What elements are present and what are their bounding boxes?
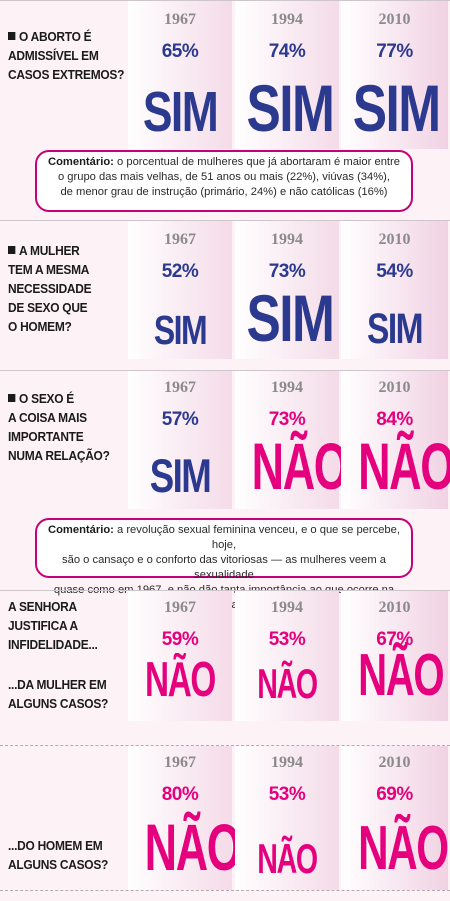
bullet-square-icon bbox=[8, 246, 16, 254]
percentage-label: 65% bbox=[161, 41, 199, 62]
answer-sim: SIM bbox=[352, 71, 441, 145]
year-label: 2010 bbox=[378, 11, 411, 28]
col-2010: 2010 67% NÃO bbox=[341, 591, 448, 721]
percentage-label: 77% bbox=[376, 41, 413, 62]
year-label: 1994 bbox=[271, 231, 303, 248]
percentage-label: 84% bbox=[376, 409, 413, 430]
question-text: O ABORTO É ADMISSÍVEL EM CASOS EXTREMOS? bbox=[8, 29, 125, 82]
col-2010: 2010 84% NÃO bbox=[341, 371, 450, 509]
row-infidelidade-mulher: 1967 59% NÃO 1994 53% NÃO 2010 67% NÃO A SENHO… bbox=[0, 590, 450, 721]
col-1994: 1994 53% NÃO bbox=[235, 591, 339, 721]
answer-sim: SIM bbox=[367, 305, 424, 353]
question-text: O SEXO É A COISA MAIS IMPORTANTE NUMA RE… bbox=[8, 391, 110, 463]
col-2010: 2010 69% NÃO bbox=[341, 746, 449, 890]
percentage-label: 57% bbox=[161, 409, 199, 430]
col-1967: 1967 65% SIM bbox=[128, 1, 232, 149]
col-2010: 2010 77% SIM bbox=[341, 1, 448, 149]
year-label: 2010 bbox=[378, 599, 411, 616]
year-label: 1994 bbox=[271, 11, 303, 28]
col-2010: 2010 54% SIM bbox=[341, 221, 448, 359]
comment-box: Comentário: a revolução sexual feminina … bbox=[35, 518, 413, 611]
col-1967: 1967 57% SIM bbox=[128, 371, 232, 509]
year-label: 1967 bbox=[164, 379, 196, 396]
year-label: 1967 bbox=[164, 599, 196, 616]
answer-nao: NÃO bbox=[251, 429, 349, 503]
question-text: ...DO HOMEM EM ALGUNS CASOS? bbox=[8, 838, 109, 872]
col-1967: 1967 80% NÃO bbox=[128, 746, 242, 890]
col-1967: 1967 59% NÃO bbox=[128, 591, 232, 721]
row-aborto: 1967 65% SIM 1994 74% SIM 2010 77% SIM O ABORT… bbox=[0, 0, 450, 149]
percentage-label: 52% bbox=[161, 261, 199, 282]
col-1994: 1994 73% NÃO bbox=[235, 371, 349, 509]
year-label: 2010 bbox=[378, 754, 411, 771]
percentage-label: 69% bbox=[376, 784, 413, 805]
year-label: 1994 bbox=[271, 754, 303, 771]
answer-sim: SIM bbox=[149, 449, 212, 502]
year-label: 1967 bbox=[164, 231, 196, 248]
answer-nao: NÃO bbox=[358, 429, 450, 503]
answer-nao: NÃO bbox=[144, 810, 242, 884]
answer-nao: NÃO bbox=[358, 814, 449, 883]
answer-sim: SIM bbox=[246, 281, 334, 355]
col-1967: 1967 52% SIM bbox=[128, 221, 232, 359]
percentage-label: 73% bbox=[268, 261, 306, 282]
bullet-square-icon bbox=[8, 32, 16, 40]
question-text: A SENHORA JUSTIFICA A INFIDELIDADE... bbox=[8, 599, 98, 652]
question-subtext: ...DA MULHER EM ALGUNS CASOS? bbox=[8, 677, 109, 711]
year-label: 2010 bbox=[378, 231, 411, 248]
year-label: 1967 bbox=[164, 754, 196, 771]
year-label: 2010 bbox=[378, 379, 411, 396]
comment-box: Comentário: o porcentual de mulheres que… bbox=[35, 150, 413, 212]
year-label: 1967 bbox=[164, 11, 196, 28]
percentage-label: 53% bbox=[268, 784, 306, 805]
percentage-label: 59% bbox=[161, 629, 199, 650]
year-label: 1994 bbox=[271, 599, 303, 616]
row-necessidade: 1967 52% SIM 1994 73% SIM 2010 54% SIM A MULHE… bbox=[0, 220, 450, 359]
row-infidelidade-homem: 1967 80% NÃO 1994 53% NÃO 2010 69% NÃO ...DO H… bbox=[0, 745, 450, 891]
percentage-label: 53% bbox=[268, 629, 306, 650]
answer-sim: SIM bbox=[153, 307, 208, 353]
answer-sim: SIM bbox=[246, 71, 334, 145]
percentage-label: 67% bbox=[376, 629, 413, 650]
col-1994: 1994 74% SIM bbox=[235, 1, 339, 149]
row-sexo-importante: 1967 57% SIM 1994 73% NÃO 2010 84% NÃO O SEXO … bbox=[0, 370, 450, 509]
col-1994: 1994 53% NÃO bbox=[235, 746, 339, 890]
answer-sim: SIM bbox=[142, 80, 219, 144]
answer-nao: NÃO bbox=[257, 835, 318, 882]
answer-nao: NÃO bbox=[358, 642, 444, 708]
col-1994: 1994 73% SIM bbox=[235, 221, 339, 359]
bullet-square-icon bbox=[8, 394, 16, 402]
percentage-label: 73% bbox=[268, 409, 306, 430]
year-label: 1994 bbox=[271, 379, 303, 396]
percentage-label: 80% bbox=[161, 784, 199, 805]
question-text: A MULHER TEM A MESMA NECESSIDADE DE SEXO… bbox=[8, 243, 92, 334]
answer-nao: NÃO bbox=[145, 653, 216, 707]
percentage-label: 74% bbox=[268, 41, 306, 62]
percentage-label: 54% bbox=[376, 261, 413, 282]
answer-nao: NÃO bbox=[257, 660, 318, 707]
